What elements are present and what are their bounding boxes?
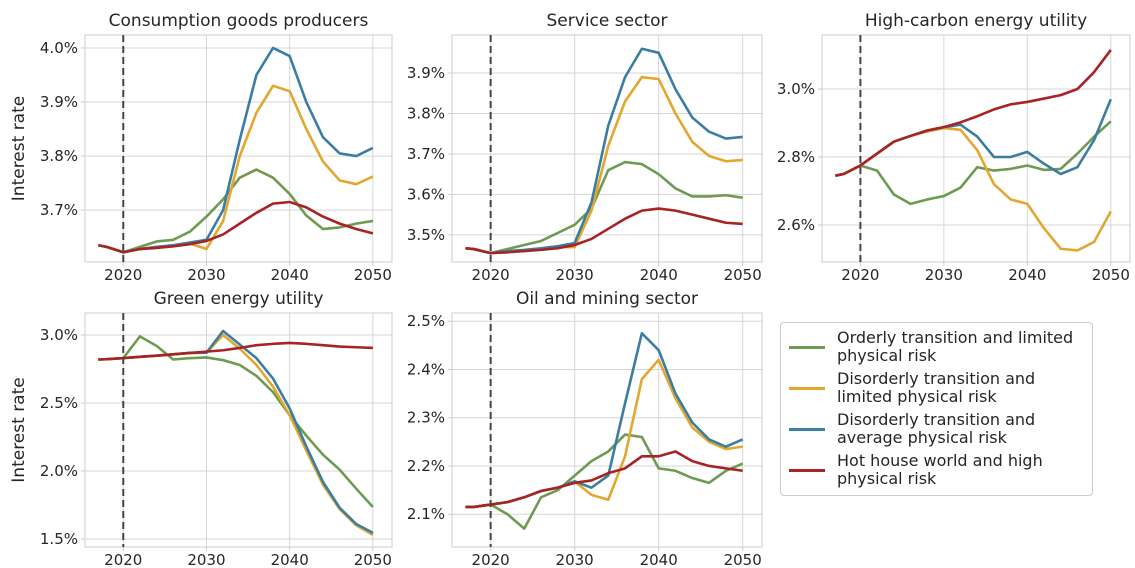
x-tick-label: 2030 <box>187 551 225 568</box>
series-line: Orderly transition and limited physical … <box>98 168 374 254</box>
y-tick-label: 2.5% <box>40 394 78 412</box>
x-tick-label: 2050 <box>1092 266 1130 284</box>
y-tick-label: 2.3% <box>407 409 445 427</box>
series-line: Hot house world and high physical risk <box>98 341 373 361</box>
legend-swatch <box>789 468 825 472</box>
series-line: Hot house world and high physical risk <box>98 200 374 254</box>
axes-frame <box>451 312 763 548</box>
x-tick-label: 2040 <box>640 551 678 568</box>
x-tick-label: 2040 <box>271 551 309 568</box>
x-tick-label: 2040 <box>1008 266 1046 284</box>
legend: Orderly transition and limited physical … <box>780 322 1093 496</box>
y-tick-label: 3.9% <box>40 93 78 111</box>
y-axis-label: Interest rate <box>9 377 29 482</box>
legend-swatch <box>789 427 825 431</box>
legend-entry: Disorderly transition and average physic… <box>789 411 1086 447</box>
legend-swatch <box>789 386 825 390</box>
y-tick-label: 2.1% <box>407 505 445 523</box>
y-tick-label: 2.8% <box>777 148 815 166</box>
subplot-title: Oil and mining sector <box>516 289 698 309</box>
x-tick-label: 2030 <box>556 266 594 284</box>
y-tick-label: 3.7% <box>407 145 445 163</box>
legend-swatch <box>789 345 825 349</box>
legend-label: Disorderly transition and limited physic… <box>837 369 1036 406</box>
y-tick-label: 4.0% <box>40 39 78 57</box>
x-tick-label: 2020 <box>841 266 879 284</box>
legend-entry: Disorderly transition and limited physic… <box>789 370 1086 406</box>
series-line: Orderly transition and limited physical … <box>835 120 1112 206</box>
x-tick-label: 2050 <box>724 551 762 568</box>
x-tick-label: 2040 <box>271 266 309 284</box>
series-line: Orderly transition and limited physical … <box>465 160 743 255</box>
series-line: Disorderly transition and limited physic… <box>465 358 743 509</box>
y-tick-label: 3.6% <box>407 185 445 203</box>
y-tick-label: 3.5% <box>407 226 445 244</box>
legend-entry: Hot house world and high physical risk <box>789 452 1086 488</box>
x-tick-label: 2030 <box>187 266 225 284</box>
series-line: Orderly transition and limited physical … <box>98 335 374 508</box>
series-line: Hot house world and high physical risk <box>465 207 743 255</box>
legend-label: Disorderly transition and average physic… <box>837 410 1036 447</box>
y-tick-label: 1.5% <box>40 530 78 548</box>
y-axis-label: Interest rate <box>9 96 29 201</box>
x-tick-label: 2050 <box>354 266 392 284</box>
axes-frame <box>84 312 393 548</box>
axes-frame <box>821 34 1131 263</box>
y-tick-label: 3.8% <box>407 104 445 122</box>
x-tick-label: 2030 <box>556 551 594 568</box>
series-line: Disorderly transition and average physic… <box>835 98 1113 177</box>
series-line: Disorderly transition and limited physic… <box>465 75 743 255</box>
legend-entry: Orderly transition and limited physical … <box>789 329 1086 365</box>
x-tick-label: 2020 <box>104 551 142 568</box>
y-tick-label: 2.2% <box>407 457 445 475</box>
x-tick-label: 2040 <box>640 266 678 284</box>
x-tick-label: 2050 <box>354 551 392 568</box>
y-tick-label: 2.6% <box>777 216 815 234</box>
x-tick-label: 2020 <box>104 266 142 284</box>
series-line: Hot house world and high physical risk <box>465 450 743 509</box>
legend-label: Orderly transition and limited physical … <box>837 328 1074 365</box>
y-tick-label: 3.7% <box>40 201 78 219</box>
x-tick-label: 2030 <box>925 266 963 284</box>
series-line: Orderly transition and limited physical … <box>465 433 744 530</box>
x-tick-label: 2050 <box>724 266 762 284</box>
subplot-title: Green energy utility <box>154 289 324 309</box>
subplot-title: Service sector <box>547 11 668 31</box>
y-tick-label: 3.0% <box>40 326 78 344</box>
x-tick-label: 2020 <box>472 551 510 568</box>
axes-frame <box>84 34 393 263</box>
y-tick-label: 2.4% <box>407 360 445 378</box>
y-tick-label: 2.0% <box>40 462 78 480</box>
y-tick-label: 3.9% <box>407 64 445 82</box>
series-line: Hot house world and high physical risk <box>835 49 1112 177</box>
y-tick-label: 2.5% <box>407 312 445 330</box>
y-tick-label: 3.0% <box>777 80 815 98</box>
subplot-title: High-carbon energy utility <box>865 11 1087 31</box>
x-tick-label: 2020 <box>472 266 510 284</box>
legend-label: Hot house world and high physical risk <box>837 451 1043 488</box>
y-tick-label: 3.8% <box>40 147 78 165</box>
series-line: Disorderly transition and limited physic… <box>835 126 1112 252</box>
series-line: Disorderly transition and average physic… <box>98 329 374 535</box>
subplot-title: Consumption goods producers <box>109 11 369 31</box>
axes-frame <box>451 34 763 263</box>
